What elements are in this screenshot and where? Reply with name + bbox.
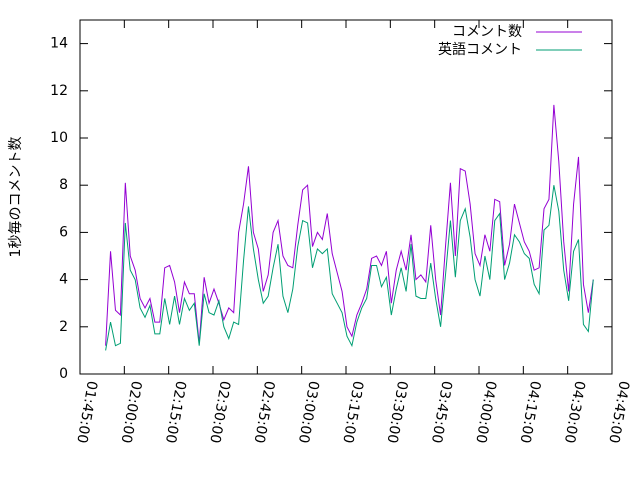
- x-tick-label: 02:00:00: [118, 380, 145, 445]
- x-tick-label: 02:15:00: [162, 380, 189, 445]
- y-tick-label: 8: [59, 177, 68, 193]
- y-axis-label: 1秒毎のコメント数: [8, 137, 24, 258]
- legend-label: コメント数: [452, 24, 522, 40]
- legend-label: 英語コメント: [438, 41, 522, 58]
- y-tick-label: 0: [59, 366, 68, 382]
- x-tick-label: 02:30:00: [206, 380, 233, 445]
- y-tick-label: 14: [50, 36, 68, 52]
- x-tick-label: 03:15:00: [339, 380, 366, 445]
- y-tick-label: 2: [59, 319, 68, 335]
- series-line: [105, 185, 594, 351]
- x-tick-label: 03:45:00: [428, 380, 455, 445]
- y-tick-label: 12: [50, 83, 68, 99]
- x-tick-label: 03:00:00: [295, 380, 322, 445]
- x-tick-label: 02:45:00: [251, 380, 278, 445]
- x-tick-label: 01:45:00: [73, 380, 100, 445]
- x-tick-label: 04:15:00: [517, 380, 544, 445]
- y-tick-label: 4: [59, 272, 68, 288]
- y-tick-label: 10: [50, 130, 68, 146]
- x-tick-label: 03:30:00: [384, 380, 411, 445]
- x-tick-label: 04:30:00: [561, 380, 588, 445]
- x-tick-label: 04:00:00: [472, 380, 499, 445]
- x-tick-label: 04:45:00: [605, 380, 632, 445]
- series-line: [105, 104, 594, 346]
- y-tick-label: 6: [59, 224, 68, 240]
